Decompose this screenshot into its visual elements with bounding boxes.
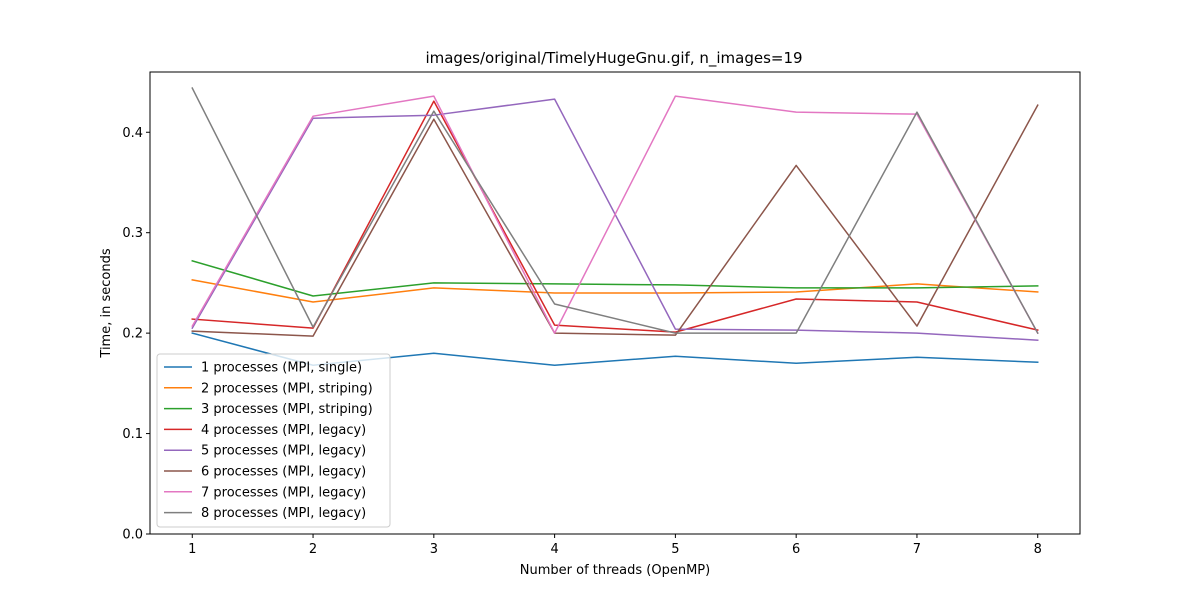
legend-label-7: 7 processes (MPI, legacy) — [201, 485, 366, 500]
legend-label-8: 8 processes (MPI, legacy) — [201, 506, 366, 521]
x-tick-label: 1 — [188, 542, 196, 557]
x-tick-label: 7 — [913, 542, 921, 557]
legend-entries: 1 processes (MPI, single) 2 processes (MP… — [164, 361, 373, 521]
legend-label-2: 2 processes (MPI, striping) — [201, 381, 373, 396]
legend-label-6: 6 processes (MPI, legacy) — [201, 465, 366, 480]
x-axis-label: Number of threads (OpenMP) — [520, 563, 710, 578]
y-tick-label: 0.4 — [122, 126, 143, 141]
x-tick-label: 3 — [430, 542, 438, 557]
y-axis-label: Time, in seconds — [99, 248, 114, 358]
legend: 1 processes (MPI, single) 2 processes (MP… — [156, 353, 391, 528]
x-axis: 1 2 3 4 5 6 7 8 — [188, 534, 1042, 557]
legend-label-3: 3 processes (MPI, striping) — [201, 402, 373, 417]
y-tick-label: 0.3 — [122, 226, 143, 241]
x-tick-label: 5 — [671, 542, 679, 557]
legend-label-5: 5 processes (MPI, legacy) — [201, 444, 366, 459]
x-tick-label: 4 — [550, 542, 558, 557]
y-tick-label: 0.2 — [122, 327, 143, 342]
legend-label-4: 4 processes (MPI, legacy) — [201, 423, 366, 438]
x-tick-label: 2 — [309, 542, 317, 557]
y-tick-label: 0.0 — [122, 528, 143, 543]
plot-frame — [149, 71, 1081, 535]
y-tick-label: 0.1 — [122, 427, 143, 442]
x-tick-label: 6 — [792, 542, 800, 557]
series-line-3 — [191, 259, 1039, 297]
series-line-6 — [191, 104, 1039, 337]
legend-box — [156, 353, 391, 528]
y-axis: 0.0 0.1 0.2 0.3 0.4 — [122, 126, 150, 543]
x-tick-label: 8 — [1034, 542, 1042, 557]
chart-title: images/original/TimelyHugeGnu.gif, n_ima… — [425, 49, 802, 68]
series-line-8 — [191, 87, 1039, 335]
series-line-7 — [191, 95, 1039, 335]
legend-label-1: 1 processes (MPI, single) — [201, 361, 362, 376]
